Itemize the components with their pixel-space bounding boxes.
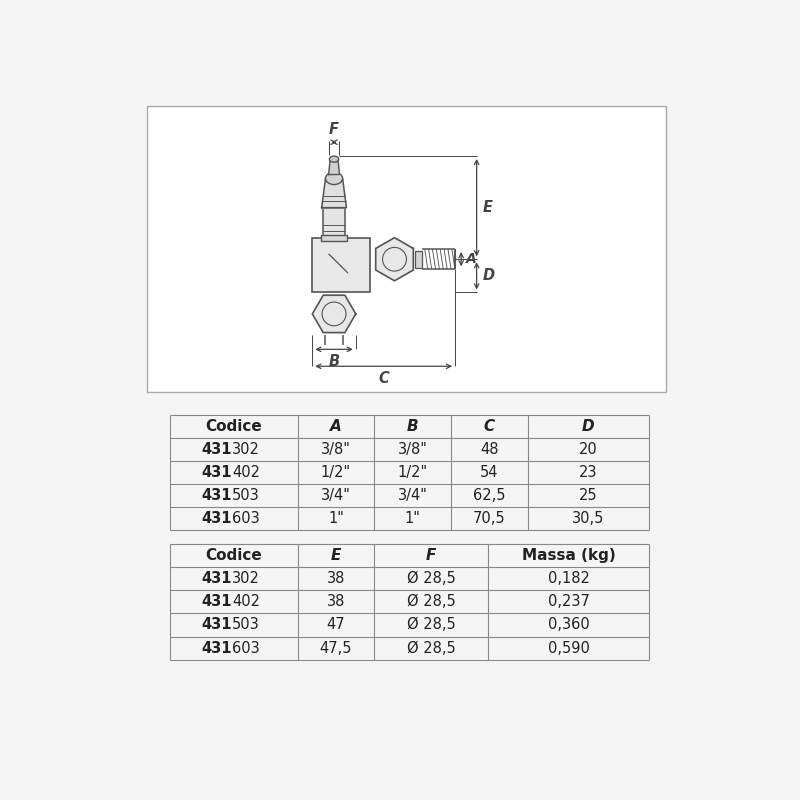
Text: 302: 302 bbox=[232, 442, 260, 457]
Text: 503: 503 bbox=[232, 488, 260, 503]
Text: Ø 28,5: Ø 28,5 bbox=[407, 618, 456, 633]
Text: 0,360: 0,360 bbox=[548, 618, 590, 633]
Text: Ø 28,5: Ø 28,5 bbox=[407, 571, 456, 586]
Text: 38: 38 bbox=[327, 594, 345, 610]
Ellipse shape bbox=[326, 172, 342, 185]
Text: Ø 28,5: Ø 28,5 bbox=[407, 594, 456, 610]
Text: 20: 20 bbox=[579, 442, 598, 457]
Polygon shape bbox=[312, 295, 356, 333]
Text: 3/4": 3/4" bbox=[398, 488, 428, 503]
Text: B: B bbox=[407, 419, 418, 434]
Text: A: A bbox=[466, 252, 477, 266]
Text: 1/2": 1/2" bbox=[398, 465, 428, 480]
Text: 0,237: 0,237 bbox=[547, 594, 590, 610]
Text: 431: 431 bbox=[202, 618, 232, 633]
Text: Codice: Codice bbox=[206, 419, 262, 434]
Text: 431: 431 bbox=[202, 442, 232, 457]
Text: 0,590: 0,590 bbox=[547, 641, 590, 655]
Text: 603: 603 bbox=[232, 511, 260, 526]
Text: E: E bbox=[483, 200, 493, 215]
Text: A: A bbox=[330, 419, 342, 434]
Text: 25: 25 bbox=[579, 488, 598, 503]
Text: 47,5: 47,5 bbox=[320, 641, 352, 655]
Text: 431: 431 bbox=[202, 571, 232, 586]
Bar bbox=[321, 235, 347, 241]
Text: 431: 431 bbox=[202, 594, 232, 610]
Bar bbox=[414, 250, 422, 268]
Text: 47: 47 bbox=[326, 618, 346, 633]
Polygon shape bbox=[322, 178, 346, 208]
Text: 431: 431 bbox=[202, 488, 232, 503]
Text: 48: 48 bbox=[480, 442, 498, 457]
Text: 3/8": 3/8" bbox=[321, 442, 351, 457]
Text: 503: 503 bbox=[232, 618, 260, 633]
Text: 3/4": 3/4" bbox=[321, 488, 351, 503]
Text: 302: 302 bbox=[232, 571, 260, 586]
Text: E: E bbox=[331, 548, 341, 563]
Text: Ø 28,5: Ø 28,5 bbox=[407, 641, 456, 655]
Text: 1": 1" bbox=[328, 511, 344, 526]
Text: 1/2": 1/2" bbox=[321, 465, 351, 480]
Text: 1": 1" bbox=[405, 511, 421, 526]
Text: 402: 402 bbox=[232, 465, 260, 480]
Text: D: D bbox=[582, 419, 594, 434]
Text: F: F bbox=[329, 122, 339, 137]
Bar bbox=[146, 106, 666, 393]
Text: Massa (kg): Massa (kg) bbox=[522, 548, 615, 563]
Text: F: F bbox=[426, 548, 437, 563]
Bar bbox=[311, 238, 370, 292]
Polygon shape bbox=[329, 159, 339, 174]
Text: Codice: Codice bbox=[206, 548, 262, 563]
Text: 431: 431 bbox=[202, 511, 232, 526]
Text: 54: 54 bbox=[480, 465, 498, 480]
Text: 431: 431 bbox=[202, 465, 232, 480]
Text: C: C bbox=[378, 371, 389, 386]
Text: B: B bbox=[329, 354, 340, 369]
Text: 70,5: 70,5 bbox=[473, 511, 506, 526]
Text: 30,5: 30,5 bbox=[572, 511, 605, 526]
Text: 62,5: 62,5 bbox=[473, 488, 506, 503]
Text: C: C bbox=[484, 419, 495, 434]
Bar bbox=[323, 208, 345, 238]
Text: 431: 431 bbox=[202, 641, 232, 655]
Text: D: D bbox=[483, 268, 495, 283]
Text: 3/8": 3/8" bbox=[398, 442, 428, 457]
Ellipse shape bbox=[330, 156, 338, 162]
Polygon shape bbox=[376, 238, 414, 281]
Text: 23: 23 bbox=[579, 465, 598, 480]
Text: 38: 38 bbox=[327, 571, 345, 586]
Text: 603: 603 bbox=[232, 641, 260, 655]
Text: 402: 402 bbox=[232, 594, 260, 610]
Text: 0,182: 0,182 bbox=[547, 571, 590, 586]
